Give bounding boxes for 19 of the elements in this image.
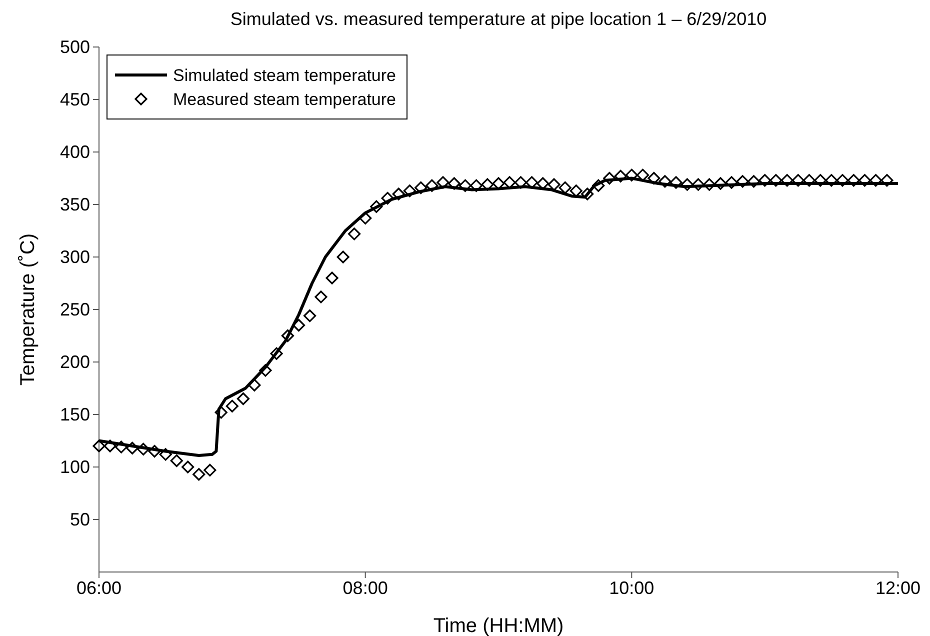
y-tick-label: 250 (60, 300, 90, 320)
y-tick-label: 400 (60, 142, 90, 162)
y-axis-title: Temperature (˚C) (17, 233, 39, 386)
y-tick-label: 150 (60, 404, 90, 424)
legend-label: Measured steam temperature (173, 90, 396, 109)
y-tick-label: 100 (60, 457, 90, 477)
y-tick-label: 50 (70, 510, 90, 530)
y-tick-label: 300 (60, 247, 90, 267)
x-tick-label: 10:00 (609, 578, 654, 598)
y-tick-label: 200 (60, 352, 90, 372)
y-tick-label: 350 (60, 194, 90, 214)
y-tick-label: 450 (60, 90, 90, 110)
legend-label: Simulated steam temperature (173, 66, 396, 85)
x-tick-label: 08:00 (342, 578, 388, 598)
chart-title: Simulated vs. measured temperature at pipe location 1 – 6/29/2010 (230, 9, 767, 29)
x-axis-title: Time (HH:MM) (433, 615, 564, 636)
y-tick-label: 500 (60, 37, 90, 57)
x-tick-label: 06:00 (76, 578, 122, 598)
x-tick-label: 12:00 (875, 578, 921, 598)
